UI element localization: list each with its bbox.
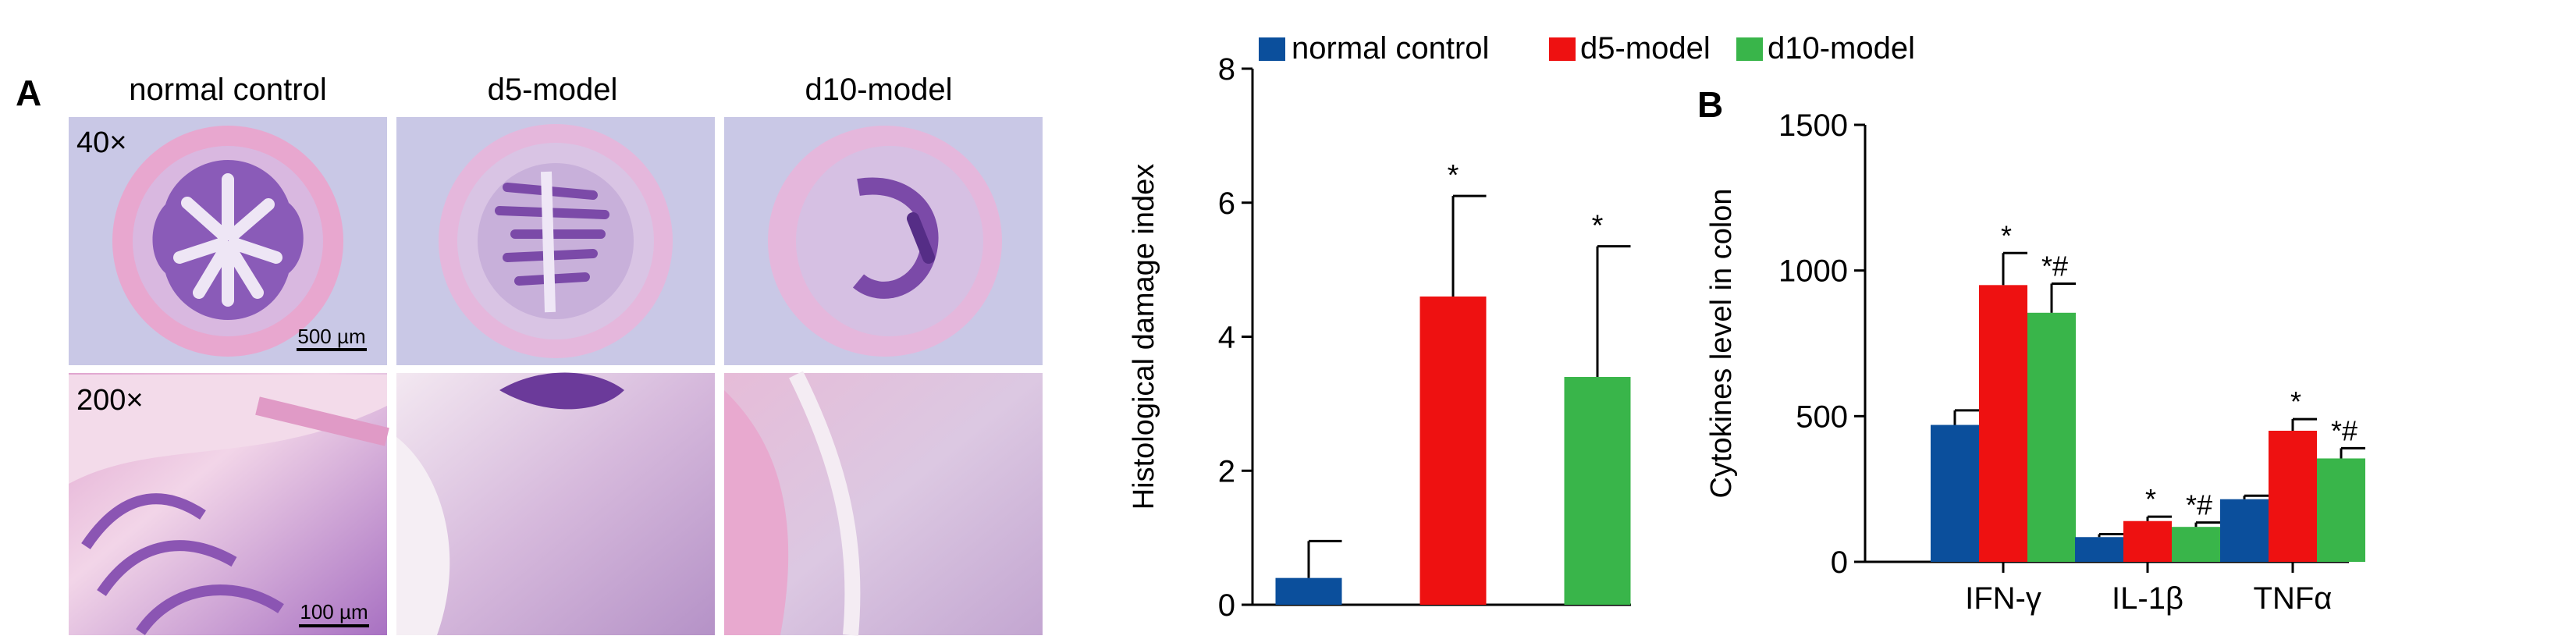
chart2-y-tick-label: 0 [1831,545,1848,580]
legend: normal control d5-model d10-model [1259,31,1915,66]
panel-b-label: B [1697,84,1723,125]
chart2-annotation-1-1: * [2145,483,2156,515]
chart2-x-tick-label: IFN-γ [1965,581,2041,616]
chart2-y-tick-label: 500 [1796,400,1848,434]
chart2-bar-0-2 [2027,312,2076,562]
micrograph-d5-model-40x [396,117,715,365]
row-label-40x: 40× [76,126,126,159]
chart1-bar-1 [1419,296,1487,605]
histological-damage-chart: 0 2 4 6 8 Histological damage index * * [1128,52,1631,623]
legend-label-normal-control: normal control [1292,31,1489,66]
cytokines-chart: 0 500 1000 1500 Cytokines level in colon IFN-… [1705,108,2365,616]
scale-bar-100-label: 100 µm [300,600,368,623]
chart1-bar-2 [1564,377,1631,605]
chart1-y-tick-label: 6 [1218,187,1235,221]
chart1-y-axis-title: Histological damage index [1128,164,1160,510]
legend-label-d10-model: d10-model [1768,31,1915,66]
column-title-d10-model: d10-model [805,73,952,107]
scale-bar-500-label: 500 µm [297,325,365,348]
chart2-y-axis-title: Cytokines level in colon [1705,188,1738,498]
micrograph-normal-control-200x [69,373,389,636]
chart2-y-tick-label: 1500 [1778,108,1848,143]
chart2-annotation-2-1: * [2290,385,2301,417]
chart1-y-tick-label: 0 [1218,588,1235,623]
chart1-y-tick-label: 8 [1218,52,1235,87]
chart2-bar-2-1 [2269,431,2317,562]
chart1-annotation-2: * [1592,210,1604,243]
chart2-bar-1-0 [2075,537,2123,562]
chart1-bar-0 [1275,577,1342,605]
chart2-bar-1-1 [2123,520,2172,562]
chart2-annotation-1-2: *# [2186,489,2212,521]
chart2-bar-0-1 [1979,285,2027,562]
micrograph-normal-control-40x [69,117,387,365]
chart2-y-tick-label: 1000 [1778,254,1848,289]
micrograph-d10-model-40x [724,117,1043,365]
chart2-bar-1-2 [2172,527,2220,562]
chart1-y-tick-label: 4 [1218,321,1235,355]
chart2-bar-0-0 [1931,425,1979,562]
chart1-y-tick-label: 2 [1218,454,1235,488]
chart2-annotation-0-1: * [2001,219,2012,251]
column-title-d5-model: d5-model [488,73,618,107]
chart2-annotation-2-2: *# [2331,414,2357,446]
chart2-x-tick-label: TNFα [2254,581,2333,616]
legend-swatch-d10-model [1736,37,1763,61]
legend-label-d5-model: d5-model [1580,31,1711,66]
chart2-bar-2-2 [2317,458,2365,562]
chart2-x-tick-label: IL-1β [2112,581,2183,616]
chart2-bar-2-0 [2220,499,2269,562]
legend-swatch-normal-control [1259,37,1285,61]
panel-a-label: A [16,73,41,113]
micrograph-d10-model-200x [724,371,1043,636]
chart2-annotation-0-2: *# [2041,250,2068,282]
chart1-annotation-1: * [1448,159,1459,192]
micrograph-d5-model-200x [396,372,715,635]
column-title-normal-control: normal control [129,73,326,107]
row-label-200x: 200× [76,384,144,417]
legend-swatch-d5-model [1549,37,1576,61]
